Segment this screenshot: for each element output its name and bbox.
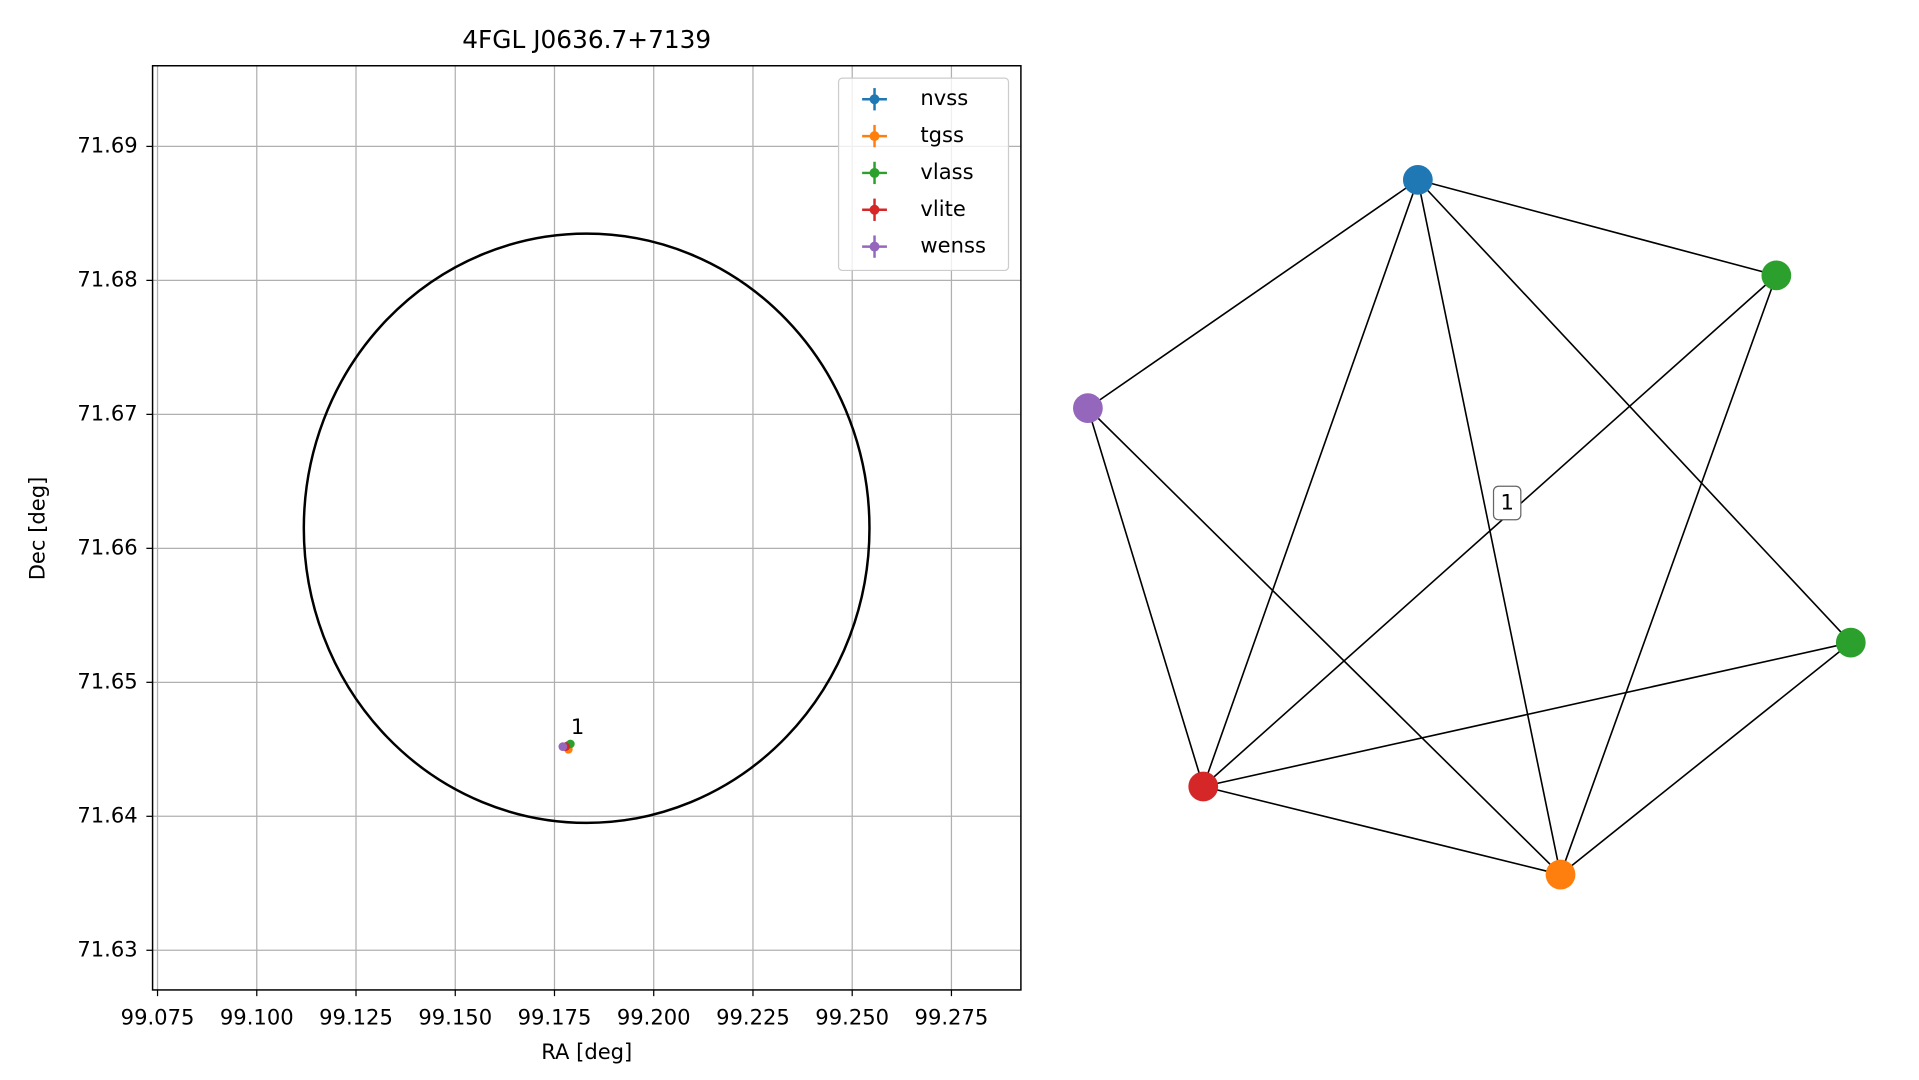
y-tick-label: 71.66 [77,534,137,559]
graph-edge [1203,785,1561,876]
graph-edge [1417,179,1562,875]
x-tick-label: 99.275 [915,1004,989,1029]
edge-label-box [1492,485,1522,521]
legend-label: vlass [920,159,973,184]
x-tick-label: 99.200 [617,1004,691,1029]
x-tick-label: 99.125 [319,1004,393,1029]
chart-title: 4FGL J0636.7+7139 [462,25,711,54]
graph-edge [1203,641,1851,788]
y-tick-label: 71.69 [77,132,137,157]
graph-edge [1417,179,1852,644]
graph-node [1835,627,1866,658]
graph-edge [1559,275,1778,875]
graph-edge [1202,179,1419,787]
x-tick-label: 99.100 [220,1004,294,1029]
x-tick-label: 99.225 [716,1004,790,1029]
legend-marker [869,204,880,215]
x-tick-label: 99.175 [518,1004,592,1029]
graph-edge [1560,641,1852,876]
graph-edge [1087,407,1562,876]
graph-edge [1087,179,1419,409]
x-tick-label: 99.250 [815,1004,889,1029]
legend: nvss tgss vlass vlite wenss [837,77,1010,272]
legend-label: wenss [920,233,986,258]
graph-node [1188,771,1219,802]
legend-marker [869,131,880,142]
graph-edge [1417,179,1777,277]
y-tick-label: 71.65 [77,668,137,693]
graph-edge [1202,274,1777,788]
data-point [558,742,568,751]
plot-frame [151,65,1022,991]
graph-edge [1087,407,1205,787]
x-tick-label: 99.150 [418,1004,492,1029]
legend-marker [869,94,880,105]
y-tick-label: 71.63 [77,936,137,961]
graph-node [1761,260,1792,291]
localization-circle [302,232,871,825]
x-tick-label: 99.075 [121,1004,195,1029]
legend-label: tgss [920,122,964,147]
annotation: 1 [571,714,584,739]
graph-node [1402,164,1433,195]
edge-label: 1 [1500,490,1513,515]
y-axis-label: Dec [deg] [24,477,49,581]
y-tick-label: 71.64 [77,802,137,827]
legend-box [837,77,1010,272]
legend-marker [869,167,880,178]
legend-marker [869,241,880,252]
y-tick-label: 71.67 [77,400,137,425]
y-tick-label: 71.68 [77,266,137,291]
graph-node [1073,393,1103,424]
graph-node [1545,859,1576,890]
legend-label: nvss [920,85,968,110]
legend-label: vlite [920,196,965,221]
x-axis-label: RA [deg] [541,1039,632,1064]
